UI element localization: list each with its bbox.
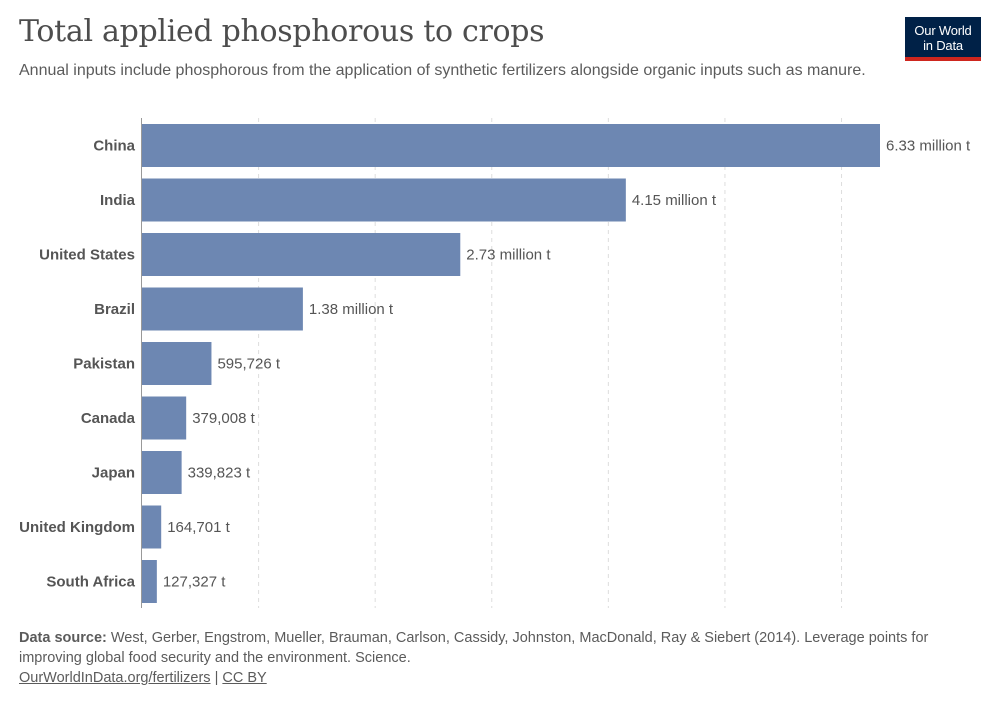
license-link[interactable]: CC BY — [222, 670, 267, 686]
bars — [142, 124, 880, 603]
bar[interactable] — [142, 396, 187, 440]
value-label: 2.73 million t — [466, 247, 551, 264]
chart-subtitle: Annual inputs include phosphorous from t… — [19, 62, 866, 79]
value-label: 379,008 t — [192, 410, 255, 427]
bar[interactable] — [142, 178, 626, 222]
logo-line-2: in Data — [923, 38, 963, 53]
value-labels: 6.33 million t 4.15 million t 2.73 million… — [163, 138, 971, 591]
category-label: Canada — [81, 410, 136, 427]
logo-line-1: Our World — [914, 23, 972, 38]
source-text: West, Gerber, Engstrom, Mueller, Brauman… — [19, 630, 929, 666]
chart-title: Total applied phosphorous to crops — [19, 14, 545, 49]
owid-page-link[interactable]: OurWorldInData.org/fertilizers — [19, 670, 211, 686]
footer-links: OurWorldInData.org/fertilizers | CC BY — [19, 668, 267, 688]
value-label: 1.38 million t — [309, 301, 394, 318]
category-label: United Kingdom — [19, 519, 135, 536]
bar[interactable] — [142, 233, 461, 276]
category-label: China — [93, 138, 135, 155]
category-label: Brazil — [94, 301, 135, 318]
bar[interactable] — [142, 124, 880, 167]
value-label: 164,701 t — [167, 519, 230, 536]
bar[interactable] — [142, 287, 303, 331]
source-note: Data source: West, Gerber, Engstrom, Mue… — [19, 628, 979, 668]
category-label: Japan — [92, 465, 135, 482]
source-label: Data source: — [19, 630, 107, 646]
value-label: 339,823 t — [188, 465, 251, 482]
value-label: 595,726 t — [217, 356, 280, 373]
category-label: South Africa — [46, 574, 135, 591]
value-label: 4.15 million t — [632, 192, 717, 209]
bar[interactable] — [142, 560, 157, 603]
link-separator: | — [214, 670, 219, 686]
bar[interactable] — [142, 451, 182, 494]
category-label: India — [100, 192, 136, 209]
value-label: 127,327 t — [163, 574, 226, 591]
bar[interactable] — [142, 505, 162, 549]
category-labels: China India United States Brazil Pakistan Can… — [19, 138, 135, 591]
category-label: Pakistan — [73, 356, 135, 373]
owid-logo[interactable]: Our World in Data — [905, 17, 981, 61]
bar[interactable] — [142, 342, 212, 385]
bar-chart: China India United States Brazil Pakistan Can… — [19, 118, 971, 608]
value-label: 6.33 million t — [886, 138, 971, 155]
category-label: United States — [39, 247, 135, 264]
